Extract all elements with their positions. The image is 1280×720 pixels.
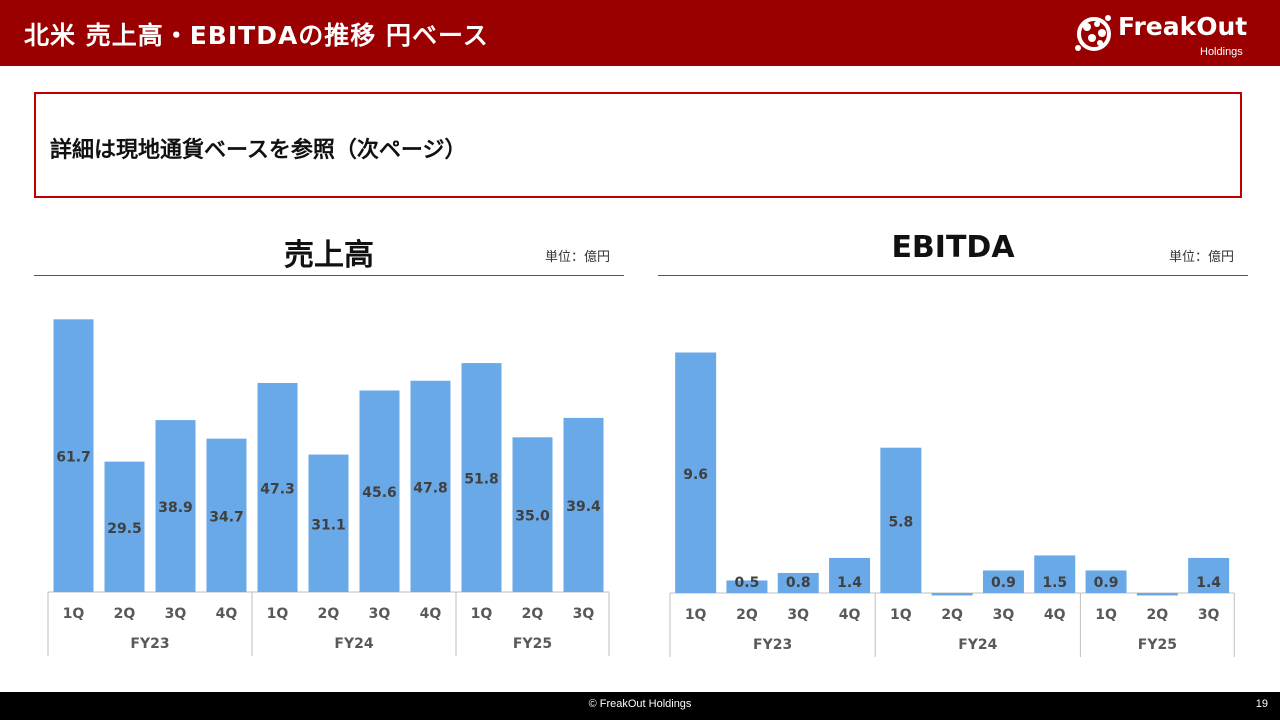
revenue-panel: 売上高 単位：億円 61.7 1Q 29.5 2Q 38.9 3Q 34.7 4Q 47.3 1Q…	[34, 222, 624, 682]
data-label: 1.5	[1042, 575, 1067, 591]
ebitda-chart-title: EBITDA	[891, 230, 1015, 265]
data-label: 1.4	[1196, 575, 1221, 591]
footer-bar: © FreakOut Holdings 19	[0, 692, 1280, 720]
chart-bar	[104, 461, 145, 592]
data-label: 38.9	[158, 500, 193, 516]
data-label: 1.4	[837, 575, 862, 591]
logo-text: FreakOut	[1118, 12, 1248, 41]
category-tick-label: 3Q	[165, 606, 187, 622]
data-label: 0.5	[735, 575, 760, 591]
chart-bar	[1085, 570, 1127, 593]
category-tick-label: 2Q	[1147, 607, 1169, 623]
group-label: FY23	[130, 636, 169, 652]
logo-mark-icon	[1075, 15, 1111, 51]
group-label: FY24	[958, 637, 997, 653]
chart-bar	[563, 417, 604, 592]
ebitda-unit-label: 単位：億円	[1168, 250, 1234, 265]
chart-bar	[308, 454, 349, 592]
data-label: 9.6	[683, 467, 708, 483]
chart-bar	[1136, 593, 1178, 596]
category-tick-label: 3Q	[369, 606, 391, 622]
category-tick-label: 1Q	[685, 607, 707, 623]
chart-bar	[461, 363, 502, 592]
data-label: 0.9	[1094, 575, 1119, 591]
category-tick-label: 4Q	[839, 607, 861, 623]
page-title: 北米 売上高・EBITDAの推移 円ベース	[24, 21, 489, 50]
chart-bar	[931, 593, 973, 596]
data-label: 31.1	[311, 517, 346, 533]
chart-bar	[512, 437, 553, 592]
data-label: 45.6	[362, 485, 397, 501]
category-tick-label: 2Q	[114, 606, 136, 622]
header-bar: 北米 売上高・EBITDAの推移 円ベース FreakOut Holdings	[0, 0, 1280, 66]
ebitda-bar-chart: 9.6 1Q 0.5 2Q 0.8 3Q 1.4 4Q 5.8 1Q 2Q 0.9 3Q 1.5 4Q 0.9…	[669, 352, 1235, 657]
revenue-unit-label: 単位：億円	[544, 250, 610, 265]
category-tick-label: 4Q	[216, 606, 238, 622]
data-label: 5.8	[888, 514, 913, 530]
chart-bar	[982, 570, 1024, 593]
group-label: FY23	[753, 637, 792, 653]
chart-bar	[410, 380, 451, 592]
category-tick-label: 4Q	[420, 606, 442, 622]
chart-bar	[777, 572, 819, 593]
category-tick-label: 2Q	[736, 607, 758, 623]
data-label: 0.8	[786, 575, 811, 591]
category-tick-label: 1Q	[63, 606, 85, 622]
data-label: 61.7	[56, 450, 91, 466]
category-tick-label: 4Q	[1044, 607, 1066, 623]
revenue-chart-title: 売上高	[284, 238, 374, 273]
page-number: 19	[1255, 698, 1268, 710]
chart-bar	[359, 390, 400, 592]
logo-subtext: Holdings	[1200, 46, 1243, 58]
chart-bar	[880, 447, 922, 593]
category-tick-label: 2Q	[318, 606, 340, 622]
category-tick-label: 1Q	[1095, 607, 1117, 623]
chart-bar	[675, 352, 717, 593]
category-tick-label: 3Q	[1198, 607, 1220, 623]
data-label: 35.0	[515, 509, 550, 525]
group-label: FY24	[334, 636, 373, 652]
chart-bar	[1034, 555, 1076, 593]
chart-bar	[257, 382, 298, 592]
footer-copyright: © FreakOut Holdings	[588, 698, 692, 710]
data-label: 47.8	[413, 480, 448, 496]
category-tick-label: 1Q	[890, 607, 912, 623]
data-label: 39.4	[566, 499, 601, 515]
data-label: 29.5	[107, 521, 142, 537]
category-tick-label: 1Q	[471, 606, 493, 622]
group-label: FY25	[1138, 637, 1177, 653]
category-tick-label: 2Q	[522, 606, 544, 622]
chart-bar	[726, 580, 768, 593]
notice-box: 詳細は現地通貨ベースを参照（次ページ）	[34, 92, 1242, 198]
chart-bar	[53, 319, 94, 592]
category-tick-label: 2Q	[941, 607, 963, 623]
chart-bar	[206, 438, 247, 592]
data-label: 51.8	[464, 472, 499, 488]
category-tick-label: 3Q	[573, 606, 595, 622]
chart-bar	[1188, 557, 1230, 593]
ebitda-panel: EBITDA 単位：億円 9.6 1Q 0.5 2Q 0.8 3Q 1.4 4Q 5.8 1Q 2Q…	[658, 222, 1248, 682]
data-label: 0.9	[991, 575, 1016, 591]
category-tick-label: 1Q	[267, 606, 289, 622]
chart-bar	[829, 557, 871, 593]
data-label: 47.3	[260, 481, 295, 497]
ebitda-title-rule	[658, 275, 1248, 276]
chart-bar	[155, 420, 196, 592]
company-logo: FreakOut Holdings	[1070, 6, 1270, 62]
category-tick-label: 3Q	[993, 607, 1015, 623]
group-label: FY25	[513, 636, 552, 652]
revenue-title-rule	[34, 275, 624, 276]
data-label: 34.7	[209, 509, 244, 525]
revenue-bar-chart: 61.7 1Q 29.5 2Q 38.9 3Q 34.7 4Q 47.3 1Q 31.1 2Q 45.6…	[47, 319, 610, 656]
category-tick-label: 3Q	[787, 607, 809, 623]
notice-text: 詳細は現地通貨ベースを参照（次ページ）	[50, 138, 467, 163]
